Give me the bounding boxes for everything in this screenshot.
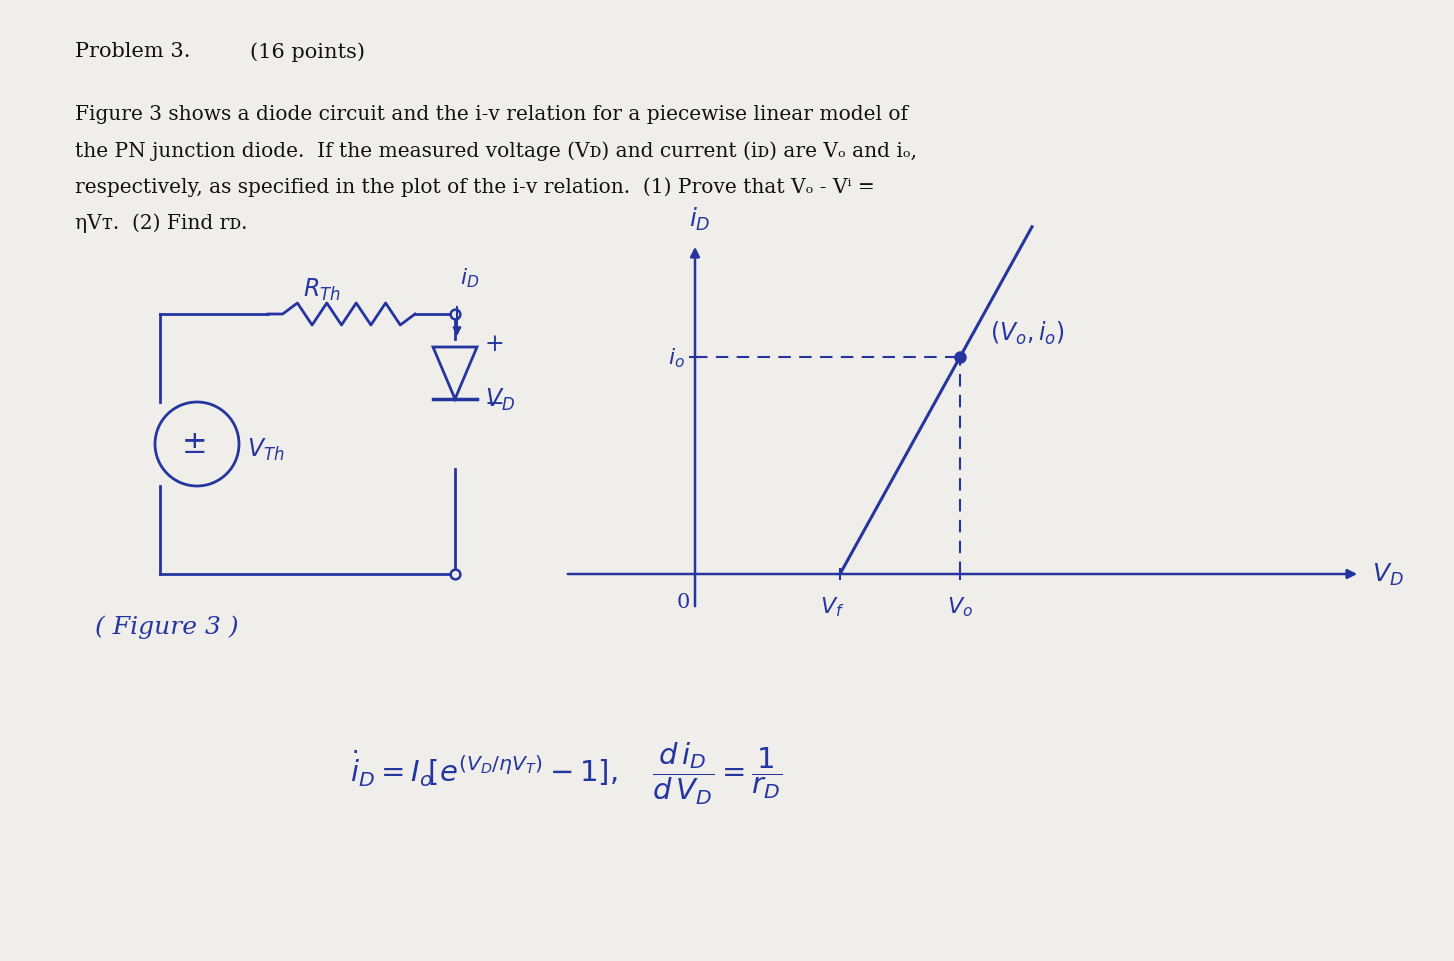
Text: Figure 3 shows a diode circuit and the i-v relation for a piecewise linear model: Figure 3 shows a diode circuit and the i…	[76, 105, 907, 124]
Text: $V_f$: $V_f$	[820, 595, 845, 618]
Text: $\dot{i}_D = I_o\!\left[e^{(V_D/\eta V_T)} - 1\right],\quad \dfrac{d\,i_D}{d\,V_: $\dot{i}_D = I_o\!\left[e^{(V_D/\eta V_T…	[350, 739, 782, 806]
Text: ηVᴛ.  (2) Find rᴅ.: ηVᴛ. (2) Find rᴅ.	[76, 212, 247, 233]
Text: $V_D$: $V_D$	[1373, 561, 1403, 587]
Text: $(V_o, i_o)$: $(V_o, i_o)$	[990, 319, 1064, 346]
Text: $R_{Th}$: $R_{Th}$	[302, 277, 340, 303]
Text: (16 points): (16 points)	[250, 42, 365, 62]
Text: respectively, as specified in the plot of the i-v relation.  (1) Prove that Vₒ -: respectively, as specified in the plot o…	[76, 177, 875, 196]
Text: ±: ±	[182, 429, 208, 460]
Text: $V_{Th}$: $V_{Th}$	[247, 436, 285, 462]
Text: −: −	[486, 393, 505, 416]
Text: $V_o$: $V_o$	[947, 595, 973, 618]
Text: $i_D$: $i_D$	[689, 206, 711, 233]
Text: 0: 0	[676, 592, 689, 611]
Text: ( Figure 3 ): ( Figure 3 )	[95, 614, 238, 638]
Text: the PN junction diode.  If the measured voltage (Vᴅ) and current (iᴅ) are Vₒ and: the PN junction diode. If the measured v…	[76, 141, 917, 160]
Text: +: +	[486, 333, 505, 357]
Text: $V_D$: $V_D$	[486, 386, 515, 412]
Text: Problem 3.: Problem 3.	[76, 42, 190, 61]
Text: $i_D$: $i_D$	[459, 266, 480, 289]
Text: $i_o$: $i_o$	[667, 346, 685, 369]
